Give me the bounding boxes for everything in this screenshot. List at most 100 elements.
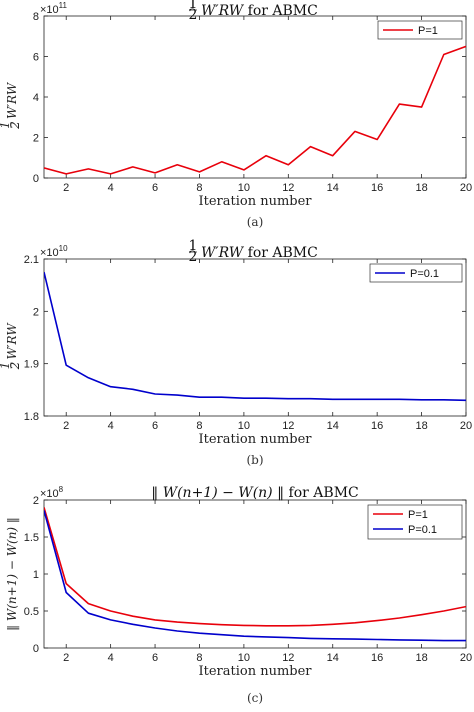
x-tick-label: 18 [415,652,427,664]
x-tick-label: 20 [460,652,472,664]
series-line-P-0-1 [44,271,466,402]
y-tick-label: 0 [33,643,39,655]
legend: P=1 [377,20,463,40]
x-tick-label: 10 [238,652,250,664]
y-tick-label: 1.8 [24,411,39,423]
y-tick-label: 2 [33,133,39,145]
title-math: W′RW [201,245,245,261]
y-tick-label: 6 [33,52,39,64]
x-tick-label: 10 [238,182,250,194]
title-rest: for ABMC [243,245,318,261]
y-tick-label: 1.5 [24,532,39,544]
title-text: ‖ W(n+1) − W(n) ‖ for ABMC [151,485,359,501]
legend-box [367,504,463,540]
legend-entry: P=0.1 [408,524,437,536]
y-axis-label: ‖ W(n+1) − W(n) ‖ [5,517,19,631]
chart-title: 12 W′RW for ABMC [189,0,318,23]
panel-caption: (a) [247,215,264,229]
y-tick-label: 0.5 [24,606,39,618]
x-tick-label: 12 [282,182,294,194]
x-tick-label: 2 [63,652,69,664]
title-rest: for ABMC [284,485,359,501]
legend-entry: P=0.1 [410,268,439,280]
title-math: ‖ W(n+1) − W(n) ‖ [151,485,284,501]
x-tick-label: 8 [196,182,202,194]
multiplier-exp: 8 [59,485,64,494]
x-tick-label: 6 [152,420,158,432]
ylabel-frac-den: 2 [8,362,22,371]
legend: P=1 P=0.1 [367,504,463,540]
y-tick-label: 1.9 [24,359,39,371]
ylabel-math: ‖ W(n+1) − W(n) ‖ [5,517,19,631]
x-tick-label: 2 [63,182,69,194]
x-tick-label: 16 [371,420,383,432]
y-tick-label: 4 [33,92,39,104]
panel-caption: (c) [247,691,263,705]
y-tick-label: 1 [33,569,39,581]
multiplier-base: ×10 [40,488,59,500]
x-tick-label: 4 [108,652,114,664]
ylabel-math: W′RW [5,322,19,360]
x-tick-label: 14 [327,420,339,432]
title-frac-num: 1 [189,238,198,254]
ylabel-frac-den: 2 [8,121,22,130]
x-tick-label: 4 [108,420,114,432]
x-tick-label: 12 [282,420,294,432]
x-tick-label: 2 [63,420,69,432]
x-tick-label: 10 [238,420,250,432]
series-line-P-0-1 [44,510,466,642]
x-tick-label: 4 [108,182,114,194]
title-math: W′RW [201,3,245,19]
title-frac-den: 2 [189,7,198,23]
multiplier-exp: 10 [59,244,68,253]
ylabel-frac-num: 1 [0,121,12,129]
ylabel-frac-num: 1 [0,362,12,370]
plot-frame [43,258,467,417]
y-tick-label: 0 [33,173,39,185]
y-tick-label: 2.1 [24,254,39,266]
axis-multiplier: ×1011 [40,1,68,16]
y-tick-label: 2 [33,495,39,507]
multiplier-base: ×10 [40,4,59,16]
multiplier-base: ×10 [40,247,59,259]
x-tick-label: 14 [327,652,339,664]
legend-entry: P=1 [418,25,438,37]
axis-multiplier: ×1010 [40,244,68,259]
plot-frame [43,15,467,179]
legend: P=0.1 [369,263,463,283]
multiplier-exp: 11 [59,1,68,10]
x-axis-label: Iteration number [198,194,312,209]
series-line-P-1 [44,45,466,175]
x-tick-label: 18 [415,182,427,194]
axis-multiplier: ×108 [40,485,64,500]
y-axis-label: 12 W′RW [0,322,22,371]
legend-entry: P=1 [408,509,428,521]
x-tick-label: 20 [460,420,472,432]
x-tick-label: 8 [196,420,202,432]
x-tick-label: 16 [371,652,383,664]
y-axis-label: 12 W′RW [0,81,22,130]
title-frac-num: 1 [189,0,198,12]
x-tick-label: 18 [415,420,427,432]
chart-title: ‖ W(n+1) − W(n) ‖ for ABMC [151,485,359,501]
legend-box [369,263,463,283]
x-tick-label: 12 [282,652,294,664]
y-tick-label: 8 [33,11,39,23]
y-tick-label: 2 [33,306,39,318]
series-line-P-1 [44,507,466,627]
chart-title: 12 W′RW for ABMC [189,238,318,265]
panel-caption: (b) [246,453,263,467]
x-tick-label: 6 [152,182,158,194]
title-frac-den: 2 [189,249,198,265]
title-rest: for ABMC [243,3,318,19]
x-tick-label: 20 [460,182,472,194]
x-tick-label: 14 [327,182,339,194]
x-tick-label: 8 [196,652,202,664]
legend-box [377,20,463,40]
title-text: W′RW for ABMC [201,3,318,19]
ylabel-math: W′RW [5,81,19,119]
